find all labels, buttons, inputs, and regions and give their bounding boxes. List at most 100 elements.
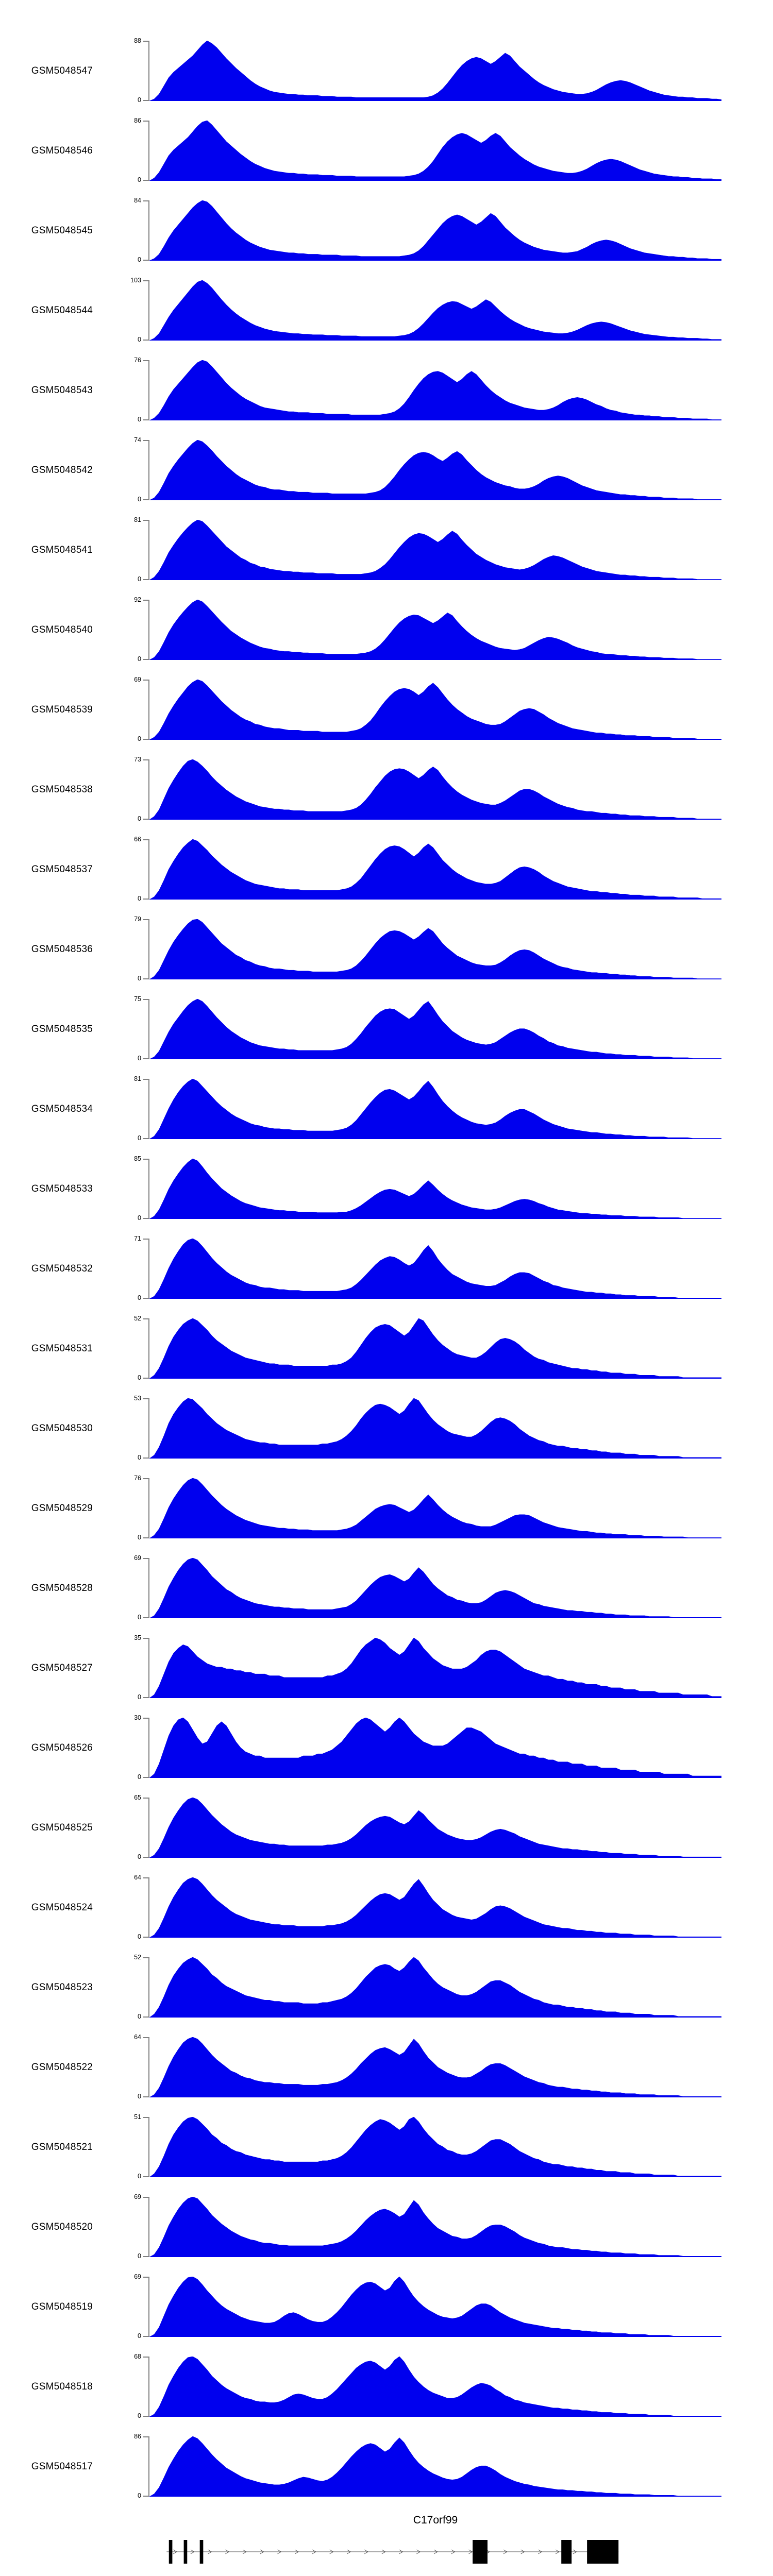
- sample-label: GSM5048527: [31, 1662, 93, 1673]
- y-axis-tick-max: [143, 41, 149, 42]
- y-axis-tick-min: [143, 2176, 149, 2177]
- coverage-plot[interactable]: [149, 1318, 721, 1379]
- y-axis-max-label: 35: [134, 1634, 141, 1641]
- sample-label: GSM5048523: [31, 1981, 93, 1993]
- coverage-plot[interactable]: [149, 2117, 721, 2177]
- y-axis-tick-max: [143, 1558, 149, 1559]
- y-axis-tick-max: [143, 1159, 149, 1160]
- gene-model-diagram[interactable]: [149, 2534, 721, 2570]
- coverage-plot[interactable]: [149, 520, 721, 580]
- y-axis-line: [148, 121, 149, 181]
- y-axis: 30 0: [129, 1715, 149, 1780]
- y-axis-tick-min: [143, 659, 149, 660]
- y-axis-tick-min: [143, 1697, 149, 1698]
- y-axis-min-label: 0: [138, 336, 141, 343]
- y-axis-tick-max: [143, 1638, 149, 1639]
- coverage-plot[interactable]: [149, 200, 721, 261]
- coverage-plot[interactable]: [149, 1239, 721, 1299]
- y-axis-min-label: 0: [138, 575, 141, 583]
- y-axis-line: [148, 1478, 149, 1538]
- y-axis-tick-min: [143, 1378, 149, 1379]
- coverage-plot[interactable]: [149, 1718, 721, 1778]
- coverage-plot[interactable]: [149, 1079, 721, 1139]
- y-axis-max-label: 68: [134, 2353, 141, 2360]
- y-axis-line: [148, 600, 149, 660]
- y-axis-max-label: 75: [134, 995, 141, 1003]
- coverage-plot[interactable]: [149, 1398, 721, 1459]
- y-axis-tick-max: [143, 1318, 149, 1319]
- coverage-plot[interactable]: [149, 1798, 721, 1858]
- y-axis-line: [148, 999, 149, 1059]
- y-axis: 52 0: [129, 1954, 149, 2020]
- y-axis: 86 0: [129, 2433, 149, 2499]
- coverage-plot[interactable]: [149, 1877, 721, 1938]
- coverage-plot[interactable]: [149, 2037, 721, 2097]
- coverage-plot[interactable]: [149, 2277, 721, 2337]
- y-axis-max-label: 69: [134, 2273, 141, 2280]
- y-axis-max-label: 84: [134, 197, 141, 204]
- y-axis-min-label: 0: [138, 1134, 141, 1142]
- coverage-track: GSM5048521 51 0: [0, 2107, 773, 2187]
- coverage-plot[interactable]: [149, 2357, 721, 2417]
- y-axis-line: [148, 1718, 149, 1778]
- coverage-plot[interactable]: [149, 41, 721, 101]
- y-axis-line: [148, 680, 149, 740]
- sample-label: GSM5048534: [31, 1103, 93, 1114]
- y-axis-tick-min: [143, 899, 149, 900]
- coverage-plot[interactable]: [149, 839, 721, 900]
- y-axis-tick-max: [143, 2357, 149, 2358]
- y-axis-max-label: 52: [134, 1315, 141, 1322]
- coverage-plot[interactable]: [149, 2436, 721, 2497]
- coverage-plot[interactable]: [149, 999, 721, 1059]
- y-axis-tick-min: [143, 819, 149, 820]
- coverage-plot[interactable]: [149, 280, 721, 341]
- y-axis-min-label: 0: [138, 1454, 141, 1461]
- coverage-plot[interactable]: [149, 600, 721, 660]
- y-axis-tick-max: [143, 1239, 149, 1240]
- y-axis-tick-min: [143, 260, 149, 261]
- gene-annotation-track: C17orf99: [0, 2514, 773, 2576]
- coverage-plot[interactable]: [149, 1638, 721, 1698]
- sample-label: GSM5048535: [31, 1023, 93, 1035]
- sample-label: GSM5048540: [31, 624, 93, 635]
- y-axis-line: [148, 2197, 149, 2257]
- sample-label: GSM5048543: [31, 384, 93, 396]
- coverage-track: GSM5048520 69 0: [0, 2187, 773, 2267]
- coverage-track: GSM5048546 86 0: [0, 111, 773, 191]
- y-axis-max-label: 64: [134, 1874, 141, 1881]
- sample-label: GSM5048524: [31, 1902, 93, 1913]
- y-axis-tick-min: [143, 2256, 149, 2257]
- coverage-plot[interactable]: [149, 1478, 721, 1538]
- coverage-plot[interactable]: [149, 360, 721, 420]
- sample-label: GSM5048529: [31, 1502, 93, 1514]
- y-axis-line: [148, 2436, 149, 2497]
- coverage-plot[interactable]: [149, 2197, 721, 2257]
- y-axis-max-label: 81: [134, 1075, 141, 1082]
- coverage-plot[interactable]: [149, 919, 721, 979]
- y-axis-max-label: 73: [134, 756, 141, 763]
- y-axis-tick-max: [143, 759, 149, 760]
- sample-label: GSM5048519: [31, 2301, 93, 2312]
- coverage-plot[interactable]: [149, 121, 721, 181]
- y-axis: 79 0: [129, 916, 149, 981]
- coverage-plot[interactable]: [149, 1957, 721, 2018]
- y-axis-tick-min: [143, 340, 149, 341]
- coverage-plot[interactable]: [149, 440, 721, 500]
- sample-label: GSM5048530: [31, 1422, 93, 1434]
- y-axis-tick-min: [143, 1458, 149, 1459]
- coverage-plot[interactable]: [149, 680, 721, 740]
- y-axis-max-label: 76: [134, 1475, 141, 1482]
- coverage-plot[interactable]: [149, 759, 721, 820]
- y-axis-line: [148, 1079, 149, 1139]
- y-axis: 76 0: [129, 1475, 149, 1540]
- coverage-plot[interactable]: [149, 1159, 721, 1219]
- coverage-plot[interactable]: [149, 1558, 721, 1618]
- y-axis-tick-max: [143, 1798, 149, 1799]
- y-axis-min-label: 0: [138, 416, 141, 423]
- y-axis-line: [148, 520, 149, 580]
- y-axis-tick-max: [143, 2436, 149, 2437]
- y-axis-tick-max: [143, 1478, 149, 1479]
- sample-label: GSM5048526: [31, 1742, 93, 1753]
- y-axis: 71 0: [129, 1235, 149, 1301]
